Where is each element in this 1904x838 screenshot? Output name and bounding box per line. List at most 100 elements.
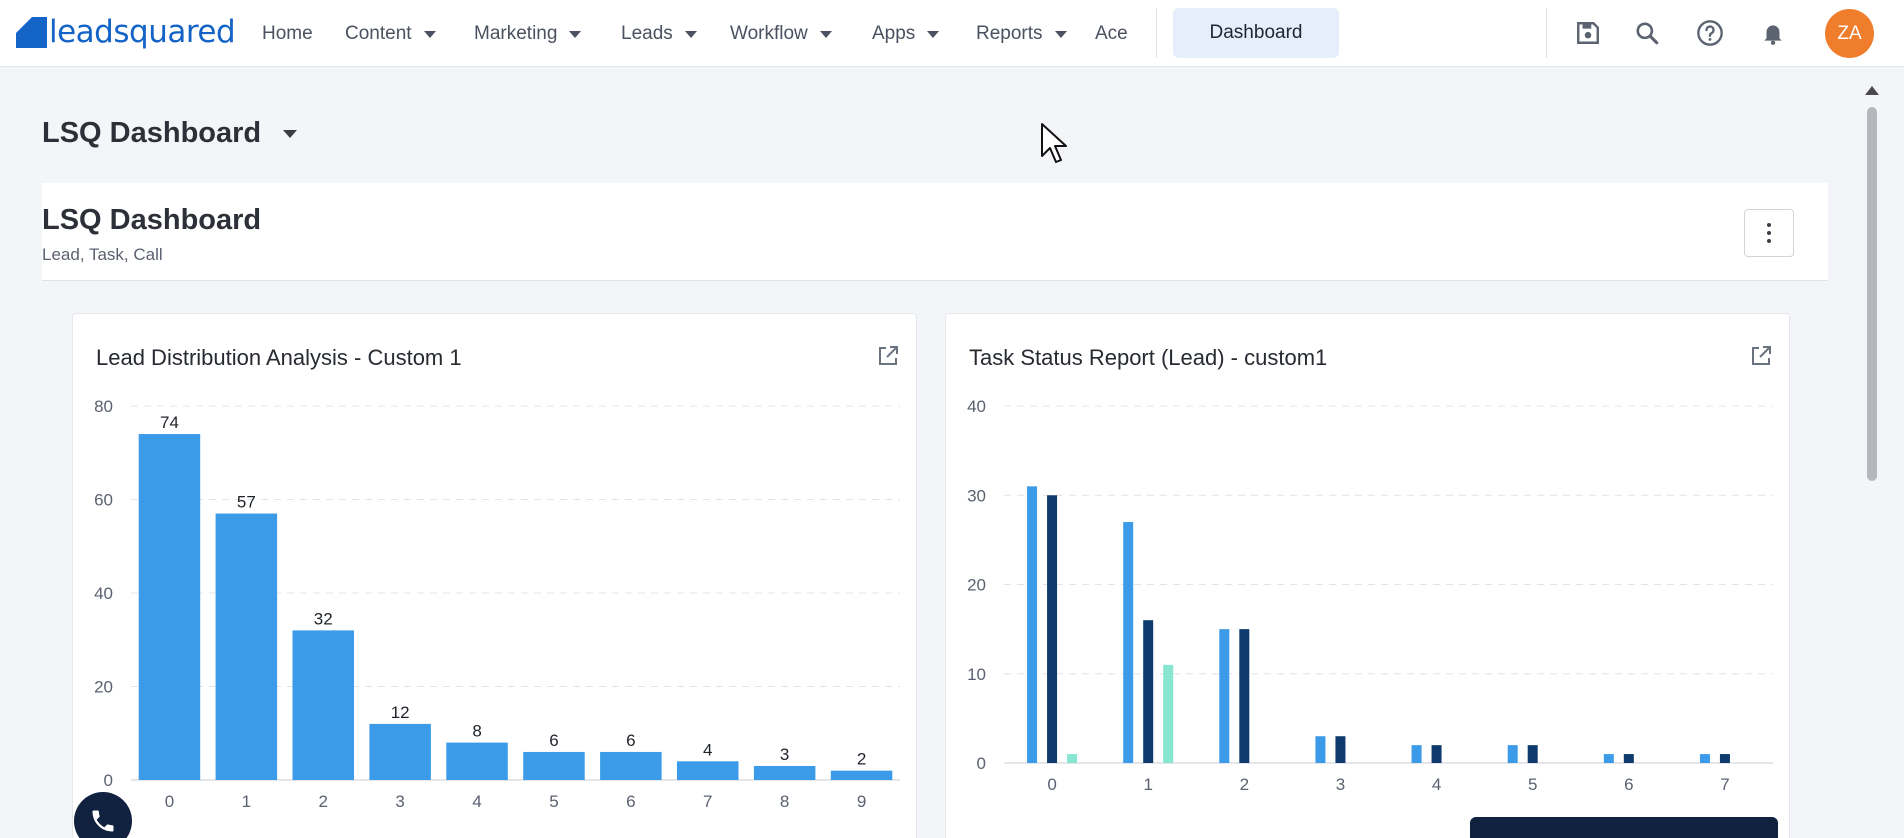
kebab-dot-icon <box>1767 231 1771 235</box>
bar <box>1219 629 1230 763</box>
y-tick-label: 60 <box>94 491 113 510</box>
bar <box>369 723 431 780</box>
bar <box>1163 664 1174 763</box>
y-tick-label: 20 <box>94 678 113 697</box>
open-external-icon[interactable] <box>1749 344 1773 368</box>
caret-down-icon <box>569 31 582 38</box>
help-icon[interactable] <box>1693 16 1727 50</box>
nav-reports[interactable]: Reports <box>976 0 1067 67</box>
bar <box>1239 629 1250 763</box>
nav-leads[interactable]: Leads <box>621 0 697 67</box>
data-label: 3 <box>780 745 789 764</box>
dashboard-button[interactable]: Dashboard <box>1173 8 1339 58</box>
bar <box>1623 754 1634 763</box>
y-tick-label: 0 <box>977 754 986 773</box>
x-tick-label: 1 <box>242 792 251 811</box>
caret-down-icon <box>927 31 940 38</box>
data-label: 74 <box>160 413 179 432</box>
nav-marketing[interactable]: Marketing <box>474 0 582 67</box>
bar <box>1507 745 1518 763</box>
nav-content-label: Content <box>345 22 412 44</box>
widget-lead-distribution: Lead Distribution Analysis - Custom 1 0 2… <box>72 313 917 838</box>
data-label: 6 <box>549 731 558 750</box>
bar <box>753 765 816 780</box>
nav-workflow-label: Workflow <box>730 22 808 44</box>
nav-apps[interactable]: Apps <box>872 0 940 67</box>
data-label: 12 <box>391 703 410 722</box>
nav-reports-label: Reports <box>976 22 1043 44</box>
data-label: 8 <box>472 722 481 741</box>
bar <box>1315 736 1326 763</box>
dashboard-selector[interactable]: LSQ Dashboard <box>42 117 298 150</box>
more-options-button[interactable] <box>1744 209 1794 257</box>
data-label: 32 <box>314 609 333 628</box>
bar <box>1431 745 1442 763</box>
y-tick-label: 80 <box>94 397 113 416</box>
kebab-dot-icon <box>1767 223 1771 227</box>
logo-text: leadsquared <box>49 14 236 50</box>
bar <box>215 513 278 780</box>
data-label: 6 <box>626 731 635 750</box>
dashboard-subtitle: Lead, Task, Call <box>42 245 163 264</box>
x-tick-label: 5 <box>1528 775 1537 794</box>
bell-icon[interactable] <box>1756 16 1790 50</box>
open-external-icon[interactable] <box>876 344 900 368</box>
caret-down-icon <box>423 31 436 38</box>
nav-divider <box>1156 8 1157 58</box>
widget-task-status: Task Status Report (Lead) - custom1 0 10 2… <box>945 313 1790 838</box>
task-status-chart: 0 10 20 30 40 0 1 2 3 4 5 6 7 <box>967 397 1773 794</box>
y-tick-label: 0 <box>104 771 113 790</box>
y-tick-label: 40 <box>967 397 986 416</box>
logo-mark-icon <box>16 16 47 48</box>
caret-down-icon <box>684 31 697 38</box>
x-tick-label: 3 <box>395 792 404 811</box>
nav-ace-label: Ace <box>1095 22 1128 44</box>
nav-content[interactable]: Content <box>345 0 436 67</box>
page-title: LSQ Dashboard <box>42 117 262 149</box>
bar <box>1527 745 1538 763</box>
x-tick-label: 3 <box>1336 775 1345 794</box>
dashboard-title: LSQ Dashboard <box>42 204 262 236</box>
nav-home-label: Home <box>262 22 313 44</box>
bar <box>292 630 355 780</box>
x-tick-label: 4 <box>472 792 481 811</box>
scroll-up-arrow-icon[interactable] <box>1865 86 1879 95</box>
top-navigation-bar: leadsquared Home Content Marketing Leads… <box>0 0 1904 67</box>
phone-icon <box>92 810 114 832</box>
nav-workflow[interactable]: Workflow <box>730 0 832 67</box>
y-tick-label: 30 <box>967 486 986 505</box>
bar <box>523 751 585 780</box>
bar <box>1699 754 1710 763</box>
bar <box>1411 745 1422 763</box>
data-label: 4 <box>703 740 712 759</box>
bar <box>446 742 508 780</box>
bar <box>1047 495 1058 763</box>
bottom-panel-tab[interactable] <box>1470 817 1778 838</box>
x-tick-label: 4 <box>1432 775 1441 794</box>
data-label: 2 <box>857 750 866 769</box>
caret-down-icon <box>1054 31 1067 38</box>
y-tick-label: 20 <box>967 576 986 595</box>
phone-call-button[interactable] <box>74 792 132 838</box>
bar <box>1335 736 1346 763</box>
bar <box>1603 754 1614 763</box>
dashboard-header: LSQ Dashboard Lead, Task, Call <box>42 183 1828 281</box>
nav-ace[interactable]: Ace <box>1095 0 1128 67</box>
nav-leads-label: Leads <box>621 22 673 44</box>
widget-title: Task Status Report (Lead) - custom1 <box>969 345 1328 370</box>
save-icon[interactable] <box>1571 16 1605 50</box>
nav-divider <box>1546 8 1547 58</box>
x-tick-label: 7 <box>703 792 712 811</box>
nav-home[interactable]: Home <box>262 0 313 67</box>
user-avatar[interactable]: ZA <box>1825 9 1874 58</box>
search-icon[interactable] <box>1630 16 1664 50</box>
data-label: 57 <box>237 493 256 512</box>
scrollbar-thumb[interactable] <box>1867 107 1877 481</box>
x-tick-label: 2 <box>319 792 328 811</box>
leadsquared-logo[interactable]: leadsquared <box>16 12 236 52</box>
bar <box>138 434 201 780</box>
caret-down-icon <box>819 31 832 38</box>
x-tick-label: 9 <box>857 792 866 811</box>
bar <box>1123 522 1134 763</box>
